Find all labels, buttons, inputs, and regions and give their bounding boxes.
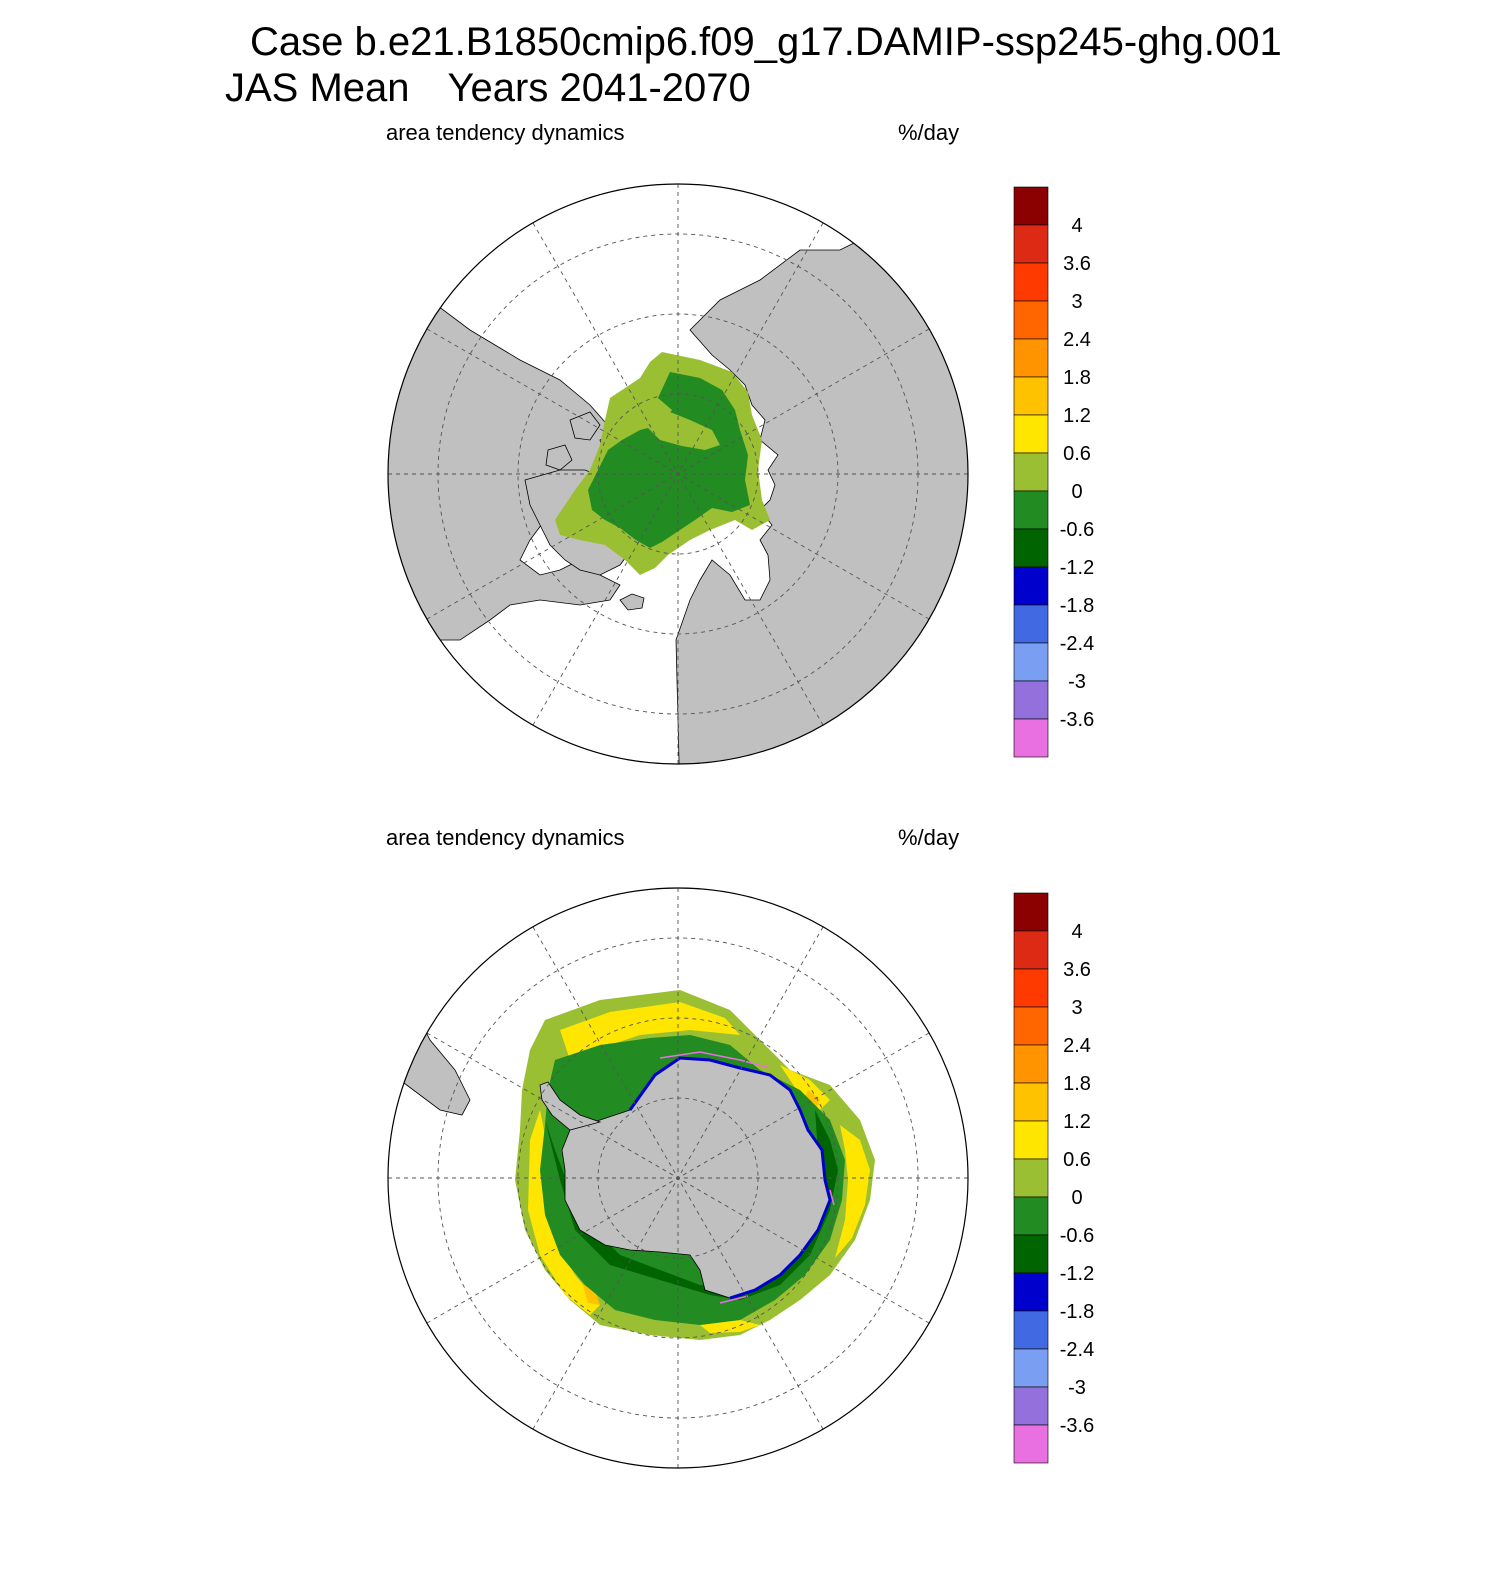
colorbar-swatch-14	[1013, 718, 1049, 758]
colorbar-swatch-3	[1013, 1006, 1049, 1046]
south-ice-yellow-band	[528, 1002, 870, 1333]
colorbar-label-7: 0	[1071, 1187, 1082, 1209]
north-colorbar: 4 3.6 3 2.4 1.8 1.2 0.6 0 -0.6 -1.2 -1.8 -2.4 -3 -3.6	[1013, 186, 1094, 758]
colorbar-swatch-5	[1013, 1082, 1049, 1122]
north-polar-map	[387, 183, 969, 765]
colorbar-swatch-6	[1013, 1120, 1049, 1160]
colorbar-swatch-9	[1013, 1234, 1049, 1274]
season-label: JAS Mean	[225, 66, 410, 110]
colorbar-label-10: -1.8	[1060, 595, 1094, 617]
colorbar-label-3: 2.4	[1063, 1035, 1091, 1057]
colorbar-swatch-13	[1013, 680, 1049, 720]
colorbar-swatch-5	[1013, 376, 1049, 416]
colorbar-label-6: 0.6	[1063, 443, 1091, 465]
colorbar-swatch-0	[1013, 892, 1049, 932]
colorbar-swatch-1	[1013, 930, 1049, 970]
north-ice-tendency-patch	[640, 410, 720, 450]
colorbar-swatch-12	[1013, 642, 1049, 682]
colorbar-label-12: -3	[1068, 671, 1086, 693]
south-land-antarctic-peninsula	[539, 1081, 602, 1131]
colorbar-label-0: 4	[1071, 921, 1082, 943]
colorbar-swatch-10	[1013, 566, 1049, 606]
colorbar-label-8: -0.6	[1060, 519, 1094, 541]
south-ice-coastal-fringe-pink	[659, 1051, 835, 1304]
north-land-north-america	[388, 299, 621, 641]
colorbar-label-8: -0.6	[1060, 1225, 1094, 1247]
colorbar-swatch-2	[1013, 262, 1049, 302]
colorbar-swatch-2	[1013, 968, 1049, 1008]
north-polar-map-panel: 4 3.6 3 2.4 1.8 1.2 0.6 0 -0.6 -1.2 -1.8 -2.4 -3 -3.6	[387, 183, 1094, 765]
case-title: Case b.e21.B1850cmip6.f09_g17.DAMIP-ssp2…	[250, 20, 1282, 64]
colorbar-swatch-8	[1013, 490, 1049, 530]
colorbar-swatch-1	[1013, 224, 1049, 264]
colorbar-swatch-0	[1013, 186, 1049, 226]
colorbar-swatch-7	[1013, 452, 1049, 492]
colorbar-swatch-8	[1013, 1196, 1049, 1236]
colorbar-label-9: -1.2	[1060, 1263, 1094, 1285]
colorbar-label-6: 0.6	[1063, 1149, 1091, 1171]
colorbar-label-4: 1.8	[1063, 1073, 1091, 1095]
north-meridian-6	[426, 328, 930, 620]
south-polar-map-panel: 4 3.6 3 2.4 1.8 1.2 0.6 0 -0.6 -1.2 -1.8 -2.4 -3 -3.6	[387, 887, 1094, 1469]
south-meridian-6	[426, 1032, 930, 1324]
north-ice-tendency-dark	[588, 372, 750, 548]
colorbar-label-11: -2.4	[1060, 1339, 1094, 1361]
colorbar-swatch-11	[1013, 604, 1049, 644]
colorbar-label-5: 1.2	[1063, 405, 1091, 427]
colorbar-label-0: 4	[1071, 215, 1082, 237]
north-map-border	[387, 183, 969, 765]
colorbar-swatch-11	[1013, 1310, 1049, 1350]
colorbar-swatch-3	[1013, 300, 1049, 340]
north-panel-title: area tendency dynamics	[386, 120, 625, 145]
colorbar-swatch-7	[1013, 1158, 1049, 1198]
colorbar-label-11: -2.4	[1060, 633, 1094, 655]
north-graticule	[388, 184, 968, 764]
colorbar-swatch-13	[1013, 1386, 1049, 1426]
season-title: JAS Mean Years 2041-2070	[225, 66, 751, 110]
south-graticule	[388, 888, 968, 1468]
colorbar-swatch-10	[1013, 1272, 1049, 1312]
south-panel-title: area tendency dynamics	[386, 825, 625, 850]
colorbar-swatch-4	[1013, 1044, 1049, 1084]
colorbar-label-7: 0	[1071, 481, 1082, 503]
colorbar-swatch-14	[1013, 1424, 1049, 1464]
colorbar-label-10: -1.8	[1060, 1301, 1094, 1323]
colorbar-label-2: 3	[1071, 291, 1082, 313]
colorbar-label-9: -1.2	[1060, 557, 1094, 579]
colorbar-label-3: 2.4	[1063, 329, 1091, 351]
colorbar-label-4: 1.8	[1063, 367, 1091, 389]
north-land-iceland	[619, 593, 645, 611]
south-map-border	[387, 887, 969, 1469]
years-label: Years 2041-2070	[447, 66, 751, 110]
colorbar-label-1: 3.6	[1063, 253, 1091, 275]
colorbar-label-13: -3.6	[1060, 1415, 1094, 1437]
colorbar-label-5: 1.2	[1063, 1111, 1091, 1133]
colorbar-label-1: 3.6	[1063, 959, 1091, 981]
colorbar-label-13: -3.6	[1060, 709, 1094, 731]
colorbar-swatch-6	[1013, 414, 1049, 454]
south-ice-coastal-fringe	[628, 1056, 832, 1300]
colorbar-swatch-9	[1013, 528, 1049, 568]
colorbar-label-12: -3	[1068, 1377, 1086, 1399]
south-polar-map	[387, 887, 969, 1469]
colorbar-label-2: 3	[1071, 997, 1082, 1019]
colorbar-swatch-12	[1013, 1348, 1049, 1388]
south-panel-units: %/day	[898, 825, 960, 850]
colorbar-swatch-4	[1013, 338, 1049, 378]
north-panel-units: %/day	[898, 120, 960, 145]
south-colorbar: 4 3.6 3 2.4 1.8 1.2 0.6 0 -0.6 -1.2 -1.8 -2.4 -3 -3.6	[1013, 892, 1094, 1464]
